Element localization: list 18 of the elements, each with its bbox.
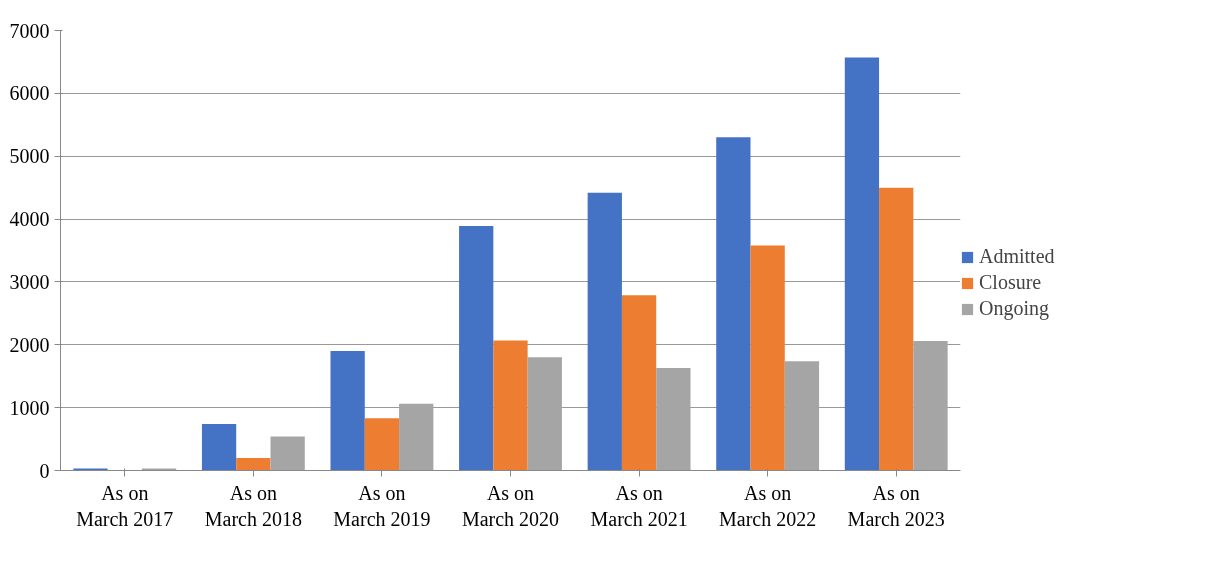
y-tick-label: 3000: [9, 270, 50, 293]
x-tick-label: As on March 2022: [719, 481, 817, 530]
legend-label: Ongoing: [979, 297, 1049, 320]
y-tick-label: 4000: [9, 208, 50, 231]
legend-label: Admitted: [979, 245, 1055, 268]
y-tick-label: 6000: [9, 82, 50, 105]
y-tick-label: 7000: [9, 19, 50, 42]
x-tick-label: As on March 2017: [76, 481, 174, 530]
x-tick-label: As on March 2023: [847, 481, 945, 530]
y-tick-label: 1000: [9, 396, 50, 419]
x-tick-label: As on March 2019: [333, 481, 431, 530]
y-tick-label: 0: [39, 459, 50, 482]
x-tick-label: As on March 2018: [204, 481, 302, 530]
y-tick-label: 5000: [9, 145, 50, 168]
y-tick-label: 2000: [9, 333, 50, 356]
x-tick-label: As on March 2021: [590, 481, 688, 530]
x-tick-label: As on March 2020: [461, 481, 560, 530]
legend-label: Closure: [979, 271, 1042, 294]
